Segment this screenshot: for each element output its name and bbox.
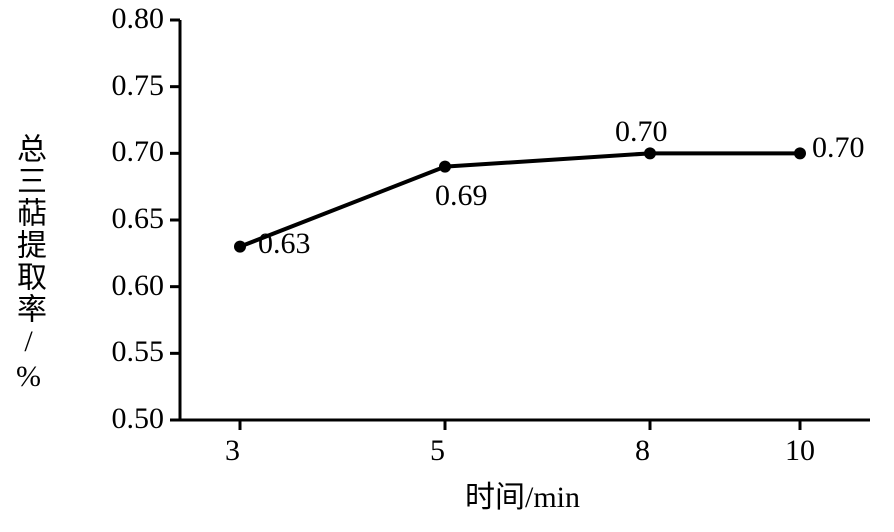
x-tick-label: 3 [225, 434, 240, 468]
x-tick-label: 8 [635, 434, 650, 468]
x-axis-label: 时间/min [465, 472, 580, 516]
y-axis-label: 总三萜提取率/% [6, 133, 50, 395]
y-tick-label: 0.50 [112, 402, 165, 436]
y-tick-label: 0.60 [112, 269, 165, 303]
data-point-label: 0.70 [615, 115, 668, 149]
data-point-label: 0.63 [258, 227, 311, 261]
data-point-label: 0.69 [435, 179, 488, 213]
y-tick-label: 0.75 [112, 69, 165, 103]
x-tick-label: 10 [785, 434, 815, 468]
y-tick-label: 0.65 [112, 202, 165, 236]
data-point-label: 0.70 [812, 131, 865, 165]
chart-container: 总三萜提取率/% 时间/min 0.50 0.55 0.60 0.65 0.70 0.75… [0, 0, 894, 527]
y-tick-label: 0.80 [112, 2, 165, 36]
y-tick-label: 0.55 [112, 335, 165, 369]
y-tick-label: 0.70 [112, 135, 165, 169]
x-tick-label: 5 [430, 434, 445, 468]
